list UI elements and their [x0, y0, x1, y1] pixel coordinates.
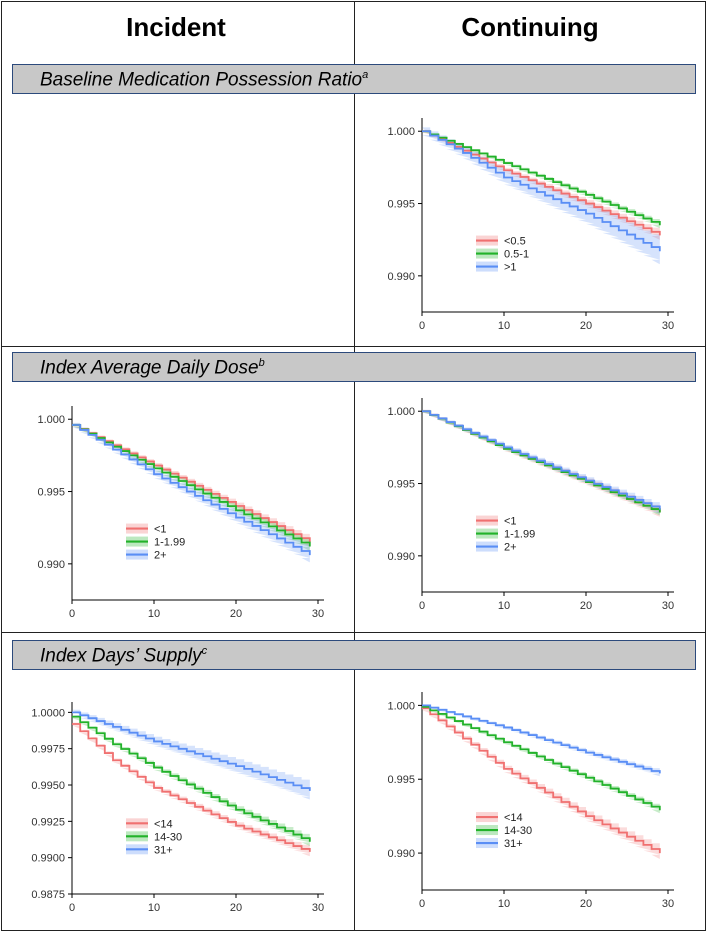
section-banner-dose: Index Average Daily Doseb — [12, 352, 696, 382]
section-title-supply: Index Days’ Supplyc — [40, 645, 207, 667]
x-tick-label: 20 — [580, 898, 592, 910]
y-tick-label: 1.000 — [387, 406, 415, 418]
x-tick-label: 20 — [230, 608, 242, 620]
legend-label-14-30: 14-30 — [504, 825, 532, 837]
ci-band-lt14 — [422, 706, 660, 859]
series-line-lt14 — [422, 707, 661, 854]
chart-mpr-continuing: 1.000 0.995 0.990 0 10 20 30 <0.50.5-1>1 — [387, 118, 674, 332]
y-tick-label: 0.995 — [387, 479, 415, 491]
y-tick-label: 0.995 — [387, 199, 415, 211]
chart-supply-incident: 1.0000 0.9975 0.9950 0.9925 0.9900 0.9875 0 10 2… — [31, 702, 324, 914]
x-tick-label: 10 — [498, 600, 510, 612]
ci-band-31plus — [422, 704, 660, 777]
legend-label-2plus: 2+ — [504, 542, 517, 554]
y-tick-label: 0.995 — [37, 487, 65, 499]
series-line-gt1 — [422, 130, 661, 252]
series-line-31plus — [72, 711, 311, 791]
x-tick-label: 10 — [148, 902, 160, 914]
legend-label-2plus: 2+ — [154, 550, 167, 562]
column-divider — [354, 1, 355, 931]
x-tick-label: 10 — [498, 898, 510, 910]
section-title-mpr: Baseline Medication Possession Ratioa — [40, 69, 368, 91]
x-tick-label: 20 — [230, 902, 242, 914]
y-tick-label: 0.990 — [387, 271, 415, 283]
section-title-text: Index Days’ Supply — [40, 645, 202, 667]
y-tick-label: 1.000 — [387, 700, 415, 712]
section-banner-supply: Index Days’ Supplyc — [12, 640, 696, 670]
section-title-text: Baseline Medication Possession Ratio — [40, 69, 363, 91]
chart-dose-continuing: 1.000 0.995 0.990 0 10 20 30 <11-1.992+ — [387, 398, 674, 612]
x-tick-label: 30 — [312, 902, 324, 914]
section-footnote-mark: b — [258, 357, 265, 369]
ci-band-2plus — [72, 422, 310, 563]
y-tick-label: 0.995 — [387, 774, 415, 786]
x-tick-label: 0 — [419, 898, 425, 910]
ci-band-lt0-5 — [422, 129, 660, 240]
column-title-incident: Incident — [126, 12, 226, 42]
ci-band-gt1 — [422, 127, 660, 265]
y-tick-label: 0.9900 — [31, 853, 65, 865]
x-tick-label: 0 — [69, 902, 75, 914]
x-tick-label: 30 — [662, 600, 674, 612]
y-tick-label: 0.990 — [387, 848, 415, 860]
legend-label-0-5-1: 0.5-1 — [504, 249, 529, 261]
section-title-dose: Index Average Daily Doseb — [40, 357, 265, 379]
legend-label-lt0-5: <0.5 — [504, 236, 526, 248]
x-tick-label: 10 — [148, 608, 160, 620]
legend-label-1-1-99: 1-1.99 — [504, 529, 535, 541]
column-title-continuing: Continuing — [461, 12, 599, 42]
x-tick-label: 20 — [580, 320, 592, 332]
y-tick-label: 0.9975 — [31, 744, 65, 756]
legend-label-31plus: 31+ — [504, 838, 523, 850]
section-footnote-mark: c — [201, 645, 208, 657]
legend-label-lt14: <14 — [154, 818, 173, 830]
x-tick-label: 0 — [419, 320, 425, 332]
legend-label-lt14: <14 — [504, 812, 523, 824]
x-tick-label: 10 — [498, 320, 510, 332]
y-tick-label: 0.990 — [387, 551, 415, 563]
legend-label-31plus: 31+ — [154, 844, 173, 856]
x-tick-label: 20 — [580, 600, 592, 612]
chart-dose-incident: 1.000 0.995 0.990 0 10 20 30 <11-1.992+ — [37, 406, 324, 620]
series-line-31plus — [422, 704, 661, 774]
y-tick-label: 1.0000 — [31, 707, 65, 719]
x-tick-label: 30 — [662, 320, 674, 332]
y-tick-label: 0.9950 — [31, 780, 65, 792]
section-footnote-mark: a — [362, 69, 369, 81]
legend-label-1-1-99: 1-1.99 — [154, 537, 185, 549]
x-tick-label: 0 — [419, 600, 425, 612]
legend-label-lt1: <1 — [504, 516, 517, 528]
series-line-2plus — [72, 424, 311, 556]
section-title-text: Index Average Daily Dose — [40, 357, 259, 379]
y-tick-label: 1.000 — [387, 126, 415, 138]
y-tick-label: 0.9925 — [31, 816, 65, 828]
series-line-14-30 — [72, 715, 311, 842]
x-tick-label: 30 — [662, 898, 674, 910]
y-tick-label: 0.990 — [37, 559, 65, 571]
section-banner-mpr: Baseline Medication Possession Ratioa — [12, 64, 696, 94]
y-tick-label: 0.9875 — [31, 889, 65, 901]
y-tick-label: 1.000 — [37, 414, 65, 426]
legend-label-gt1: >1 — [504, 262, 517, 274]
series-line-2plus — [422, 410, 661, 510]
x-tick-label: 30 — [312, 608, 324, 620]
legend-label-lt1: <1 — [154, 524, 167, 536]
legend-label-14-30: 14-30 — [154, 831, 182, 843]
row-divider-2 — [1, 632, 706, 633]
series-line-0-5-1 — [422, 130, 661, 226]
row-divider-1 — [1, 346, 706, 347]
series-line-14-30 — [422, 705, 661, 811]
series-line-lt14 — [72, 723, 311, 852]
ci-band-lt14 — [72, 722, 310, 857]
x-tick-label: 0 — [69, 608, 75, 620]
